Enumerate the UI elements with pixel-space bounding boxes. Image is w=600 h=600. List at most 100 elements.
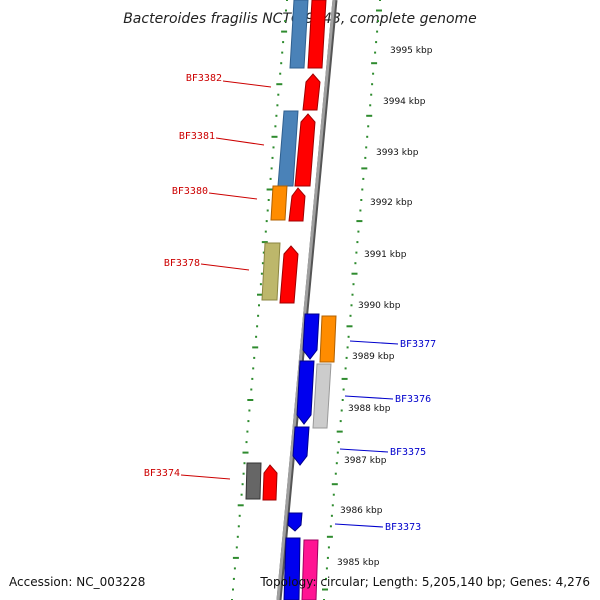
label-leader-line: [200, 263, 250, 271]
ruler-major-tick: [276, 83, 283, 86]
ruler-dot: [252, 367, 255, 370]
ruler-dot: [267, 199, 270, 201]
ruler-dot: [351, 293, 354, 296]
gene-arrow-steel: [289, 0, 309, 69]
reverse-gene-labels: BF3377 BF3376 BF3375 BF3373: [334, 339, 436, 533]
ruler-dot: [243, 462, 246, 465]
ruler-dot: [334, 472, 337, 475]
gene-arrow-blue: [287, 512, 303, 532]
ruler-dot: [326, 556, 329, 559]
ruler-major-tick: [376, 9, 382, 12]
gene-arrow-blue: [292, 426, 310, 466]
ruler-dot: [272, 146, 275, 149]
forward-gene-labels: BF3382 BF3381 BF3380 BF3378 BF3374: [144, 73, 272, 480]
ruler-dot: [336, 451, 339, 454]
ruler-major-tick: [322, 588, 328, 591]
gene-arrow-orange: [319, 315, 337, 363]
ruler-dot: [281, 51, 284, 54]
ruler-dot: [350, 304, 353, 307]
gene-label-forward[interactable]: BF3374: [144, 468, 180, 479]
gene-arrow-gray: [245, 462, 262, 500]
ruler-dot: [337, 441, 340, 444]
gene-label-forward[interactable]: BF3378: [164, 258, 200, 269]
ruler-major-tick: [341, 377, 348, 380]
gene-arrow-red: [288, 187, 306, 222]
ruler-dot: [347, 335, 350, 338]
gene-arrow-red: [279, 245, 299, 304]
ruler-dot: [235, 546, 238, 549]
label-leader-line: [180, 474, 231, 480]
ruler-dot: [285, 9, 287, 12]
ruler-dot: [371, 83, 374, 86]
ruler-dot: [251, 377, 254, 380]
ruler-dot: [349, 314, 352, 317]
ruler-dot: [279, 72, 282, 75]
kbp-tick-label: 3987 kbp: [344, 456, 387, 466]
ruler-dot: [237, 525, 240, 528]
kbp-tick-label: 3985 kbp: [337, 558, 380, 568]
ruler-dot: [257, 314, 260, 317]
ruler-dot: [329, 525, 332, 528]
ruler-dot: [233, 567, 236, 570]
ruler-dot: [255, 335, 258, 338]
gene-label-forward[interactable]: BF3382: [186, 73, 222, 84]
ruler-dot: [261, 262, 264, 265]
ruler-major-tick: [257, 293, 263, 296]
gene-arrow-red: [294, 113, 316, 187]
ruler-major-tick: [281, 30, 288, 33]
ruler-dot: [352, 283, 355, 286]
ruler-dot: [236, 535, 239, 538]
ruler-dot: [374, 51, 377, 54]
ruler-major-tick: [371, 62, 378, 65]
ruler-dot: [361, 188, 364, 191]
ruler-dot: [370, 93, 373, 96]
ruler-dot: [332, 493, 335, 496]
gene-arrow-blue: [302, 313, 320, 360]
ruler-dot: [264, 230, 267, 233]
gene-arrow-khaki: [261, 242, 281, 301]
gene-arrow-steel: [277, 110, 299, 187]
ruler-dot: [248, 409, 251, 412]
ruler-dot: [250, 388, 253, 391]
ruler-dot: [367, 125, 370, 128]
ruler-dot: [364, 156, 367, 159]
gene-label-forward[interactable]: BF3380: [172, 186, 208, 197]
ruler-dot: [375, 41, 378, 44]
ruler-dot: [331, 504, 334, 507]
ruler-major-tick: [261, 241, 268, 244]
ruler-dot: [366, 135, 369, 138]
ruler-dot: [325, 577, 327, 580]
ruler-dot: [240, 493, 243, 496]
ruler-dot: [265, 220, 268, 223]
ruler-major-tick: [356, 220, 363, 223]
gene-label-reverse[interactable]: BF3376: [395, 394, 431, 405]
gene-arrow-blue: [296, 360, 315, 425]
gene-label-reverse[interactable]: BF3375: [390, 447, 426, 458]
ruler-major-tick: [361, 167, 368, 170]
ruler-major-tick: [266, 188, 273, 191]
kbp-tick-label: 3990 kbp: [358, 301, 401, 311]
gene-label-reverse[interactable]: BF3377: [400, 339, 436, 350]
ruler-dot: [271, 156, 274, 159]
ruler-major-tick: [346, 325, 353, 328]
ruler-dot: [232, 588, 234, 591]
ruler-major-tick: [242, 451, 249, 454]
kbp-tick-label: 3991 kbp: [364, 250, 407, 260]
ruler-dot: [362, 177, 365, 180]
label-leader-line: [215, 137, 265, 146]
ruler-dot: [335, 462, 338, 465]
ruler-dot: [377, 20, 379, 23]
ruler-dot: [379, 0, 381, 1]
label-leader-line: [208, 192, 258, 200]
kbp-tick-label: 3992 kbp: [370, 198, 413, 208]
label-leader-line: [349, 340, 399, 345]
ruler-dot: [346, 346, 349, 349]
gene-label-reverse[interactable]: BF3373: [385, 522, 421, 533]
ruler-dot: [355, 251, 358, 254]
ruler-dot: [360, 199, 363, 201]
gene-label-forward[interactable]: BF3381: [179, 131, 215, 142]
ruler-dot: [339, 420, 342, 423]
ruler-major-tick: [271, 135, 278, 138]
inner-ruler-dots: [322, 0, 382, 600]
